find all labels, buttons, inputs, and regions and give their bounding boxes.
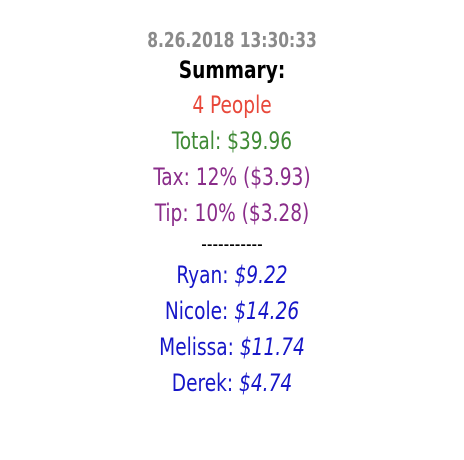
person-name: Melissa: [159, 333, 234, 361]
tip-amount: Tip: 10% ($3.28) [154, 199, 310, 227]
total-amount: Total: $39.96 [171, 127, 293, 155]
person-row-derek: Derek: $4.74 [32, 365, 431, 401]
person-row-nicole: Nicole: $14.26 [32, 293, 431, 329]
person-row-ryan: Ryan: $9.22 [32, 257, 431, 293]
divider: ----------- [201, 232, 263, 256]
receipt-summary: 8.26.2018 13:30:33 Summary: 4 People Tot… [32, 28, 431, 401]
person-name: Nicole: [164, 297, 229, 325]
tax-amount: Tax: 12% ($3.93) [153, 163, 311, 191]
person-amount: $4.74 [239, 369, 293, 397]
person-name: Ryan: [176, 261, 229, 289]
person-amount: $14.26 [234, 297, 300, 325]
person-name: Derek: [171, 369, 234, 397]
person-row-melissa: Melissa: $11.74 [32, 329, 431, 365]
person-amount: $11.74 [239, 333, 305, 361]
people-count: 4 People [192, 91, 272, 119]
timestamp: 8.26.2018 13:30:33 [147, 28, 317, 52]
summary-title: Summary: [178, 56, 286, 84]
person-amount: $9.22 [234, 261, 288, 289]
